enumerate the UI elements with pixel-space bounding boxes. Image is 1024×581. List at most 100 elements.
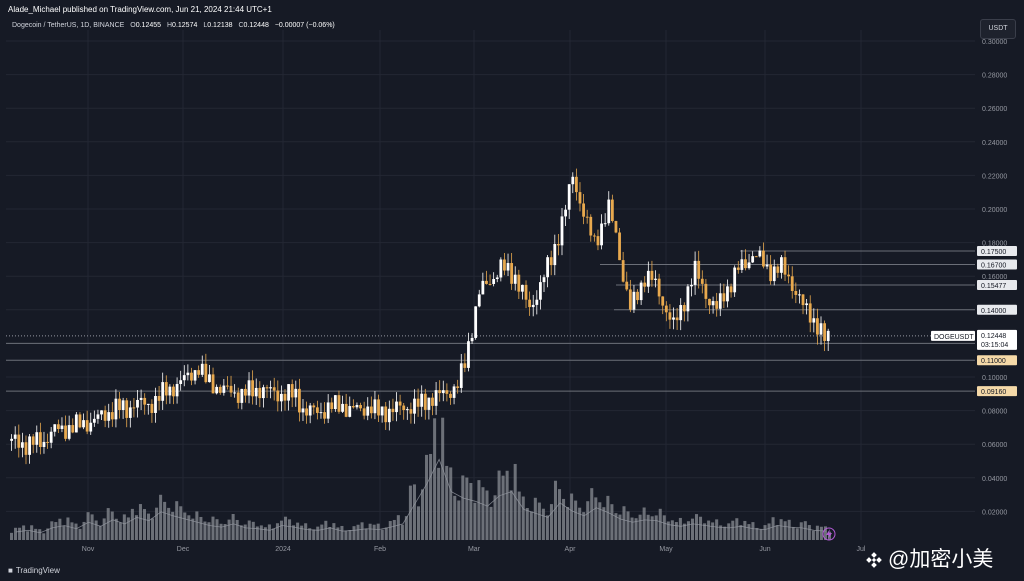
volume-bar: [167, 507, 171, 540]
volume-bar: [521, 496, 525, 540]
volume-bar: [533, 497, 537, 540]
candle-body: [74, 414, 78, 433]
volume-bar: [175, 501, 179, 540]
volume-bar: [610, 504, 614, 540]
candle-body: [254, 387, 258, 397]
volume-bar: [449, 467, 453, 540]
candle-body: [323, 412, 326, 419]
candle-body: [384, 406, 388, 423]
currency-button[interactable]: USDT: [980, 19, 1016, 39]
candle-body: [53, 424, 57, 432]
volume-bar: [570, 493, 574, 540]
candle-body: [672, 317, 675, 320]
volume-bar: [360, 522, 364, 540]
level-badge: 0.17500: [977, 246, 1017, 256]
candle-body: [262, 387, 265, 399]
volume-bar: [473, 502, 477, 540]
volume-bar: [618, 514, 622, 540]
candle-body: [736, 267, 740, 270]
volume-bar: [147, 513, 151, 540]
candle-body: [204, 363, 208, 383]
symbol-name[interactable]: Dogecoin / TetherUS, 1D, BINANCE: [12, 22, 125, 29]
volume-bar: [445, 465, 449, 540]
volume-bar: [26, 531, 30, 540]
candle-body: [319, 412, 323, 414]
candle-body: [172, 386, 175, 397]
volume-bar: [654, 515, 658, 540]
candle-body: [790, 276, 794, 292]
volume-bar: [308, 528, 312, 540]
volume-bar: [513, 463, 517, 540]
candle-body: [226, 385, 229, 387]
candle-body: [143, 397, 147, 405]
y-tick-label: 0.18000: [982, 241, 1007, 248]
candle-body: [801, 294, 805, 306]
volume-bar: [102, 518, 106, 540]
volume-bar: [271, 528, 275, 540]
candle-body: [769, 264, 773, 282]
lightning-icon[interactable]: [822, 527, 836, 541]
level-badge-label: 0.17500: [981, 249, 1006, 256]
candle-body: [182, 375, 186, 381]
volume-bar: [118, 522, 122, 540]
volume-bar: [416, 506, 420, 540]
candle-body: [24, 442, 28, 455]
volume-bar: [138, 504, 142, 540]
watermark: @加密小美: [866, 543, 993, 573]
volume-bar: [707, 520, 711, 540]
candle-body: [107, 412, 111, 421]
candle-body: [711, 301, 715, 306]
volume-bar: [598, 502, 602, 540]
candle-body: [646, 270, 650, 287]
volume-bar: [529, 511, 533, 540]
volume-bar: [408, 485, 412, 540]
tradingview-logo[interactable]: ■ TradingView: [8, 566, 60, 575]
candle-body: [118, 398, 121, 410]
candle-body: [139, 397, 143, 400]
candle-body: [805, 303, 809, 306]
candle-body: [71, 425, 75, 433]
volume-bar: [58, 518, 62, 540]
volume-bar: [525, 508, 529, 540]
volume-bar: [549, 504, 553, 540]
volume-bar: [819, 526, 823, 540]
volume-bar: [30, 525, 34, 540]
volume-bar: [594, 497, 598, 540]
candle-body: [758, 250, 762, 257]
candle-body: [409, 409, 413, 414]
volume-bar: [662, 515, 666, 540]
candle-body: [560, 216, 564, 246]
volume-bar: [380, 529, 384, 540]
volume-bar: [171, 511, 175, 540]
candle-body: [294, 388, 298, 398]
volume-bar: [783, 521, 787, 540]
volume-bar: [163, 501, 167, 540]
binance-diamond-icon: [866, 552, 882, 568]
volume-bar: [195, 511, 199, 540]
candle-body: [154, 396, 157, 413]
candle-body: [326, 402, 330, 419]
candle-body: [215, 386, 219, 394]
candle-body: [136, 399, 139, 408]
candle-body: [359, 405, 362, 409]
candle-body: [571, 176, 575, 185]
candle-body: [31, 436, 35, 445]
level-badge-bg: [977, 279, 1017, 290]
candle-body: [427, 397, 431, 410]
candle-body: [485, 280, 488, 284]
x-tick-label: Dec: [177, 546, 190, 553]
volume-bar: [376, 523, 380, 540]
candle-body: [265, 387, 269, 389]
candle-body: [564, 209, 567, 217]
volume-bar: [223, 524, 227, 540]
y-tick-label: 0.02000: [982, 509, 1007, 516]
volume-bar: [151, 518, 155, 540]
volume-bars: [10, 417, 831, 540]
volume-moving-average: [15, 458, 826, 534]
ohlc-open: O0.12455: [130, 22, 162, 29]
candle-body: [780, 257, 783, 273]
volume-bar: [791, 527, 795, 540]
candle-body: [477, 294, 481, 307]
volume-bar: [477, 480, 481, 540]
